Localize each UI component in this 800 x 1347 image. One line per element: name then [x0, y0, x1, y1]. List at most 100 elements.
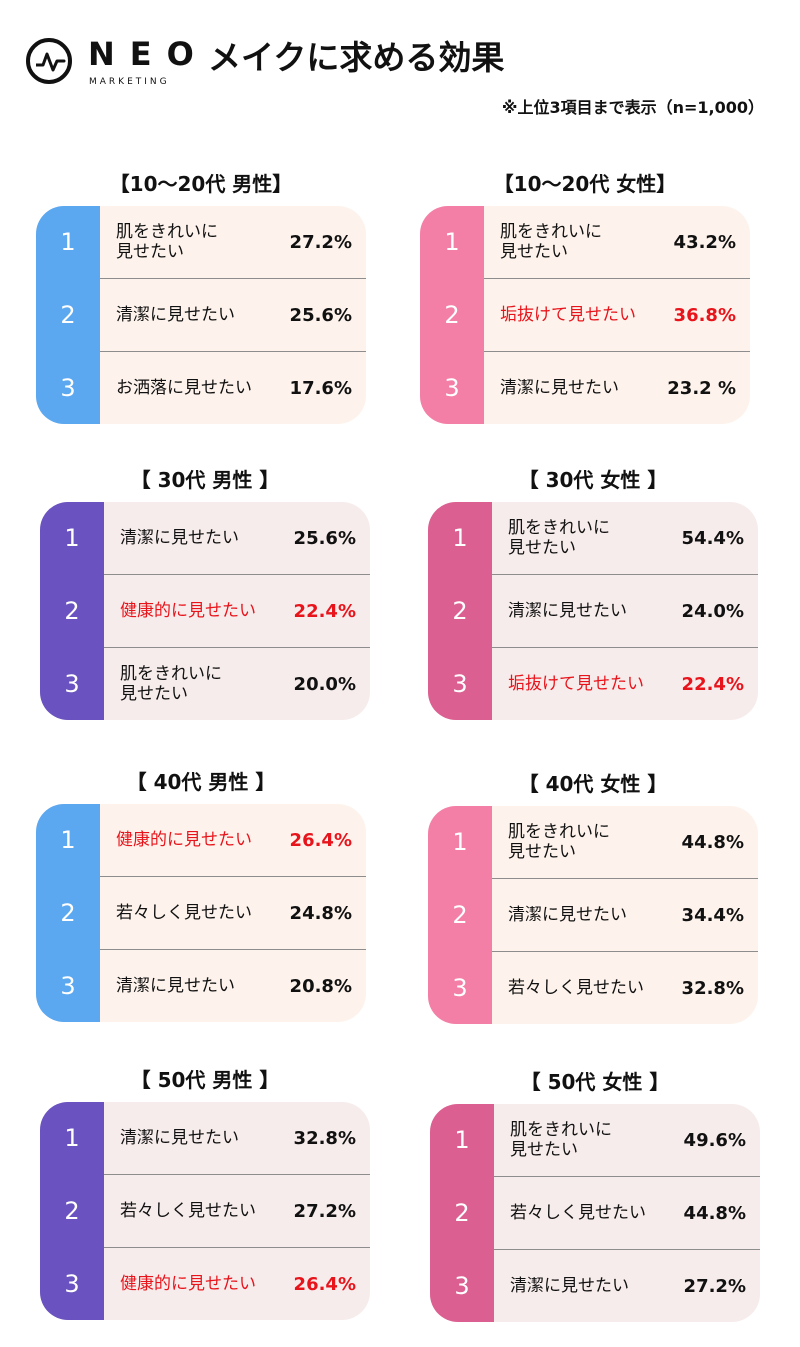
rank-number: 3	[452, 670, 468, 698]
item-label: 垢抜けて見せたい	[508, 674, 644, 694]
panel-title: 【 30代 男性 】	[130, 468, 280, 492]
neo-marketing-logo: NEO MARKETING	[26, 35, 216, 96]
ranking-card: 1 肌をきれいに 見せたい 27.2% 2 清潔に見せたい 25.6% 3 お洒落に見せたい 1…	[36, 206, 366, 424]
rank-number: 1	[64, 524, 80, 552]
item-label: 清潔に見せたい	[116, 305, 235, 325]
row-divider	[494, 1176, 760, 1177]
rank-number: 1	[452, 524, 468, 552]
ranking-row: 1 肌をきれいに 見せたい 27.2%	[36, 206, 366, 278]
item-label: 肌をきれいに 見せたい	[120, 664, 222, 704]
ranking-row: 1 清潔に見せたい 32.8%	[40, 1102, 370, 1174]
ranking-card: 1 肌をきれいに 見せたい 49.6% 2 若々しく見せたい 44.8% 3 清潔に見せたい 2…	[430, 1104, 760, 1322]
ranking-row: 1 肌をきれいに 見せたい 43.2%	[420, 206, 750, 278]
rank-number: 1	[60, 228, 76, 256]
rank-number: 3	[64, 670, 80, 698]
ranking-row: 3 清潔に見せたい 20.8%	[36, 950, 366, 1022]
ranking-row: 3 お洒落に見せたい 17.6%	[36, 352, 366, 424]
ranking-row: 3 肌をきれいに 見せたい 20.0%	[40, 648, 370, 720]
item-percentage: 49.6%	[683, 1129, 746, 1151]
ranking-row: 3 健康的に見せたい 26.4%	[40, 1248, 370, 1320]
rank-column	[428, 502, 492, 720]
row-divider	[492, 647, 758, 648]
item-label: 若々しく見せたい	[120, 1201, 256, 1221]
item-label: 若々しく見せたい	[116, 903, 252, 923]
logo-subtitle: MARKETING	[89, 77, 170, 87]
ranking-panel: 【 40代 男性 】 1 健康的に見せたい 26.4% 2 若々しく見せたい 24.8% 3 清…	[36, 768, 366, 1022]
ranking-card: 1 肌をきれいに 見せたい 54.4% 2 清潔に見せたい 24.0% 3 垢抜けて見せたい 2…	[428, 502, 758, 720]
row-divider	[484, 278, 750, 279]
rank-number: 2	[454, 1199, 470, 1227]
item-label: 清潔に見せたい	[120, 1128, 239, 1148]
item-percentage: 22.4%	[681, 673, 744, 695]
item-percentage: 17.6%	[289, 377, 352, 399]
item-label: 清潔に見せたい	[120, 528, 239, 548]
item-percentage: 36.8%	[673, 304, 736, 326]
item-percentage: 32.8%	[293, 1127, 356, 1149]
rank-number: 2	[452, 597, 468, 625]
row-divider	[492, 878, 758, 879]
ranking-card: 1 健康的に見せたい 26.4% 2 若々しく見せたい 24.8% 3 清潔に見せたい 20.8…	[36, 804, 366, 1022]
ranking-panel: 【 30代 男性 】 1 清潔に見せたい 25.6% 2 健康的に見せたい 22.4% 3 肌を…	[40, 466, 370, 720]
row-divider	[494, 1249, 760, 1250]
rank-number: 2	[444, 301, 460, 329]
ranking-card: 1 清潔に見せたい 25.6% 2 健康的に見せたい 22.4% 3 肌をきれいに 見せたい 2…	[40, 502, 370, 720]
rank-number: 1	[454, 1126, 470, 1154]
item-percentage: 20.8%	[289, 975, 352, 997]
row-divider	[100, 876, 366, 877]
panel-title: 【 50代 女性 】	[520, 1070, 670, 1094]
ranking-row: 2 清潔に見せたい 34.4%	[428, 879, 758, 951]
rank-column	[430, 1104, 494, 1322]
ranking-panel: 【 40代 女性 】 1 肌をきれいに 見せたい 44.8% 2 清潔に見せたい 34.4%…	[428, 770, 758, 1024]
rank-number: 2	[60, 301, 76, 329]
rank-number: 2	[64, 1197, 80, 1225]
item-percentage: 43.2%	[673, 231, 736, 253]
rank-number: 2	[60, 899, 76, 927]
item-percentage: 34.4%	[681, 904, 744, 926]
item-label: 肌をきれいに 見せたい	[510, 1120, 612, 1160]
row-divider	[492, 951, 758, 952]
panel-title: 【 40代 男性 】	[126, 770, 276, 794]
row-divider	[104, 574, 370, 575]
ranking-row: 1 肌をきれいに 見せたい 54.4%	[428, 502, 758, 574]
panel-title: 【 40代 女性 】	[518, 772, 668, 796]
rank-number: 2	[64, 597, 80, 625]
ranking-row: 3 清潔に見せたい 23.2 %	[420, 352, 750, 424]
rank-column	[36, 804, 100, 1022]
row-divider	[492, 574, 758, 575]
panel-title: 【 30代 女性 】	[518, 468, 668, 492]
ranking-panel: 【10〜20代 女性】 1 肌をきれいに 見せたい 43.2% 2 垢抜けて見せたい 36.…	[420, 170, 750, 424]
item-percentage: 27.2%	[293, 1200, 356, 1222]
row-divider	[104, 647, 370, 648]
rank-number: 1	[60, 826, 76, 854]
item-percentage: 44.8%	[681, 831, 744, 853]
ranking-row: 2 清潔に見せたい 24.0%	[428, 575, 758, 647]
row-divider	[104, 1174, 370, 1175]
pulse-logo-icon	[26, 38, 72, 84]
ranking-row: 2 垢抜けて見せたい 36.8%	[420, 279, 750, 351]
ranking-row: 3 垢抜けて見せたい 22.4%	[428, 648, 758, 720]
ranking-row: 2 清潔に見せたい 25.6%	[36, 279, 366, 351]
item-label: 若々しく見せたい	[508, 978, 644, 998]
rank-number: 3	[444, 374, 460, 402]
ranking-row: 2 若々しく見せたい 24.8%	[36, 877, 366, 949]
logo-word: NEO	[88, 35, 209, 73]
item-label: 清潔に見せたい	[116, 976, 235, 996]
ranking-row: 2 若々しく見せたい 44.8%	[430, 1177, 760, 1249]
ranking-row: 1 肌をきれいに 見せたい 49.6%	[430, 1104, 760, 1176]
item-percentage: 24.0%	[681, 600, 744, 622]
item-label: 垢抜けて見せたい	[500, 305, 636, 325]
item-label: 清潔に見せたい	[500, 378, 619, 398]
rank-number: 1	[444, 228, 460, 256]
item-percentage: 26.4%	[289, 829, 352, 851]
row-divider	[100, 351, 366, 352]
rank-number: 1	[452, 828, 468, 856]
row-divider	[100, 278, 366, 279]
item-label: 肌をきれいに 見せたい	[500, 222, 602, 262]
ranking-row: 3 清潔に見せたい 27.2%	[430, 1250, 760, 1322]
item-label: 若々しく見せたい	[510, 1203, 646, 1223]
rank-number: 3	[60, 374, 76, 402]
rank-column	[420, 206, 484, 424]
item-label: 清潔に見せたい	[510, 1276, 629, 1296]
ranking-row: 2 健康的に見せたい 22.4%	[40, 575, 370, 647]
rank-number: 3	[60, 972, 76, 1000]
